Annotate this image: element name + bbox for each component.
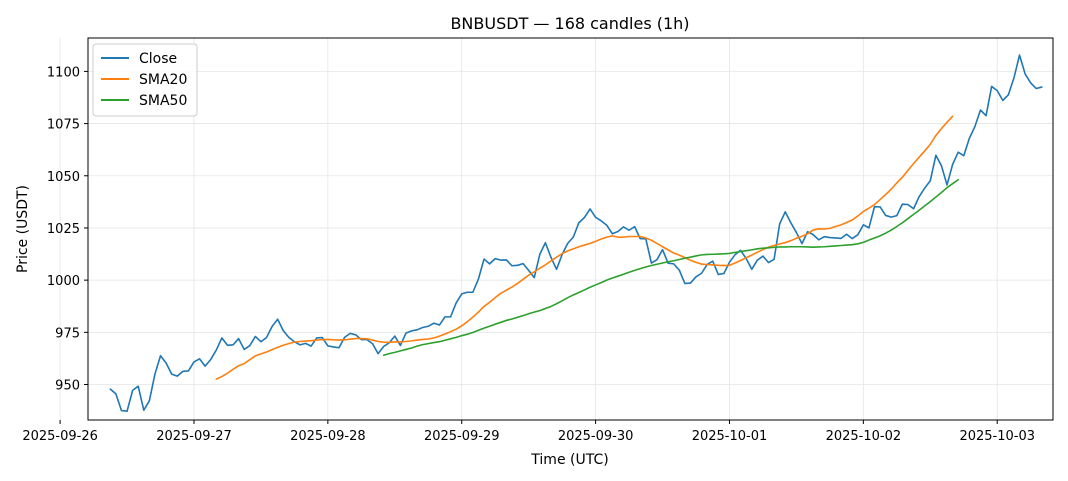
y-tick-label: 1025 (47, 222, 80, 237)
x-tick-label: 2025-10-03 (959, 429, 1035, 444)
chart-title: BNBUSDT — 168 candles (1h) (450, 14, 689, 33)
legend-label-sma20: SMA20 (139, 72, 187, 88)
y-tick-label: 1100 (47, 65, 80, 80)
x-tick-label: 2025-09-28 (290, 429, 366, 444)
y-tick-label: 1050 (47, 170, 80, 185)
y-tick-label: 950 (55, 379, 80, 394)
x-tick-label: 2025-09-26 (22, 429, 98, 444)
series-line-sma20 (215, 115, 954, 380)
y-tick-label: 1000 (47, 274, 80, 289)
x-tick-label: 2025-09-30 (558, 429, 634, 444)
x-tick-label: 2025-09-29 (424, 429, 500, 444)
x-axis-title: Time (UTC) (530, 452, 608, 468)
legend-box (92, 43, 198, 117)
series-layer (109, 54, 1043, 413)
y-tick-label: 975 (55, 326, 80, 341)
x-tick-label: 2025-09-27 (156, 429, 232, 444)
y-axis: 950 975 1000 1025 1050 1075 1100 (47, 65, 88, 394)
x-axis: 2025-09-26 2025-09-27 2025-09-28 2025-09-29… (22, 420, 1035, 444)
y-tick-label: 1075 (47, 118, 80, 133)
y-axis-title: Price (USDT) (15, 185, 31, 273)
grid (59, 38, 1053, 420)
x-tick-label: 2025-10-01 (692, 429, 768, 444)
legend: Close SMA20 SMA50 (92, 43, 198, 117)
series-line-close (109, 54, 1043, 413)
legend-label-close: Close (139, 51, 177, 67)
legend-label-sma50: SMA50 (139, 93, 187, 109)
x-tick-label: 2025-10-02 (826, 429, 902, 444)
series-line-sma50 (382, 178, 959, 357)
plot-area-frame (87, 37, 1054, 421)
